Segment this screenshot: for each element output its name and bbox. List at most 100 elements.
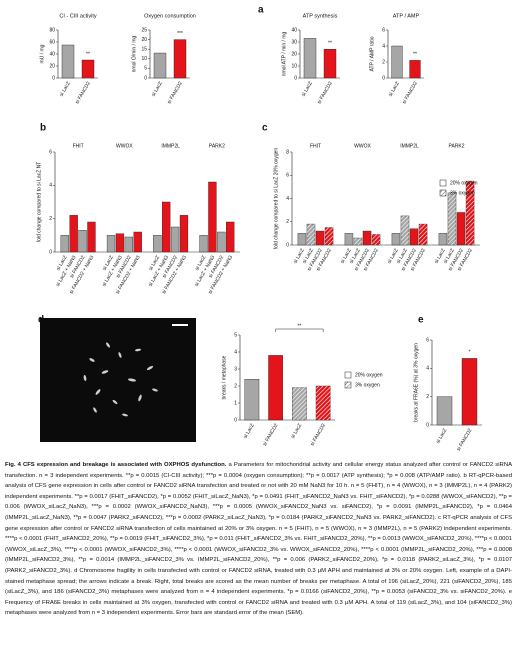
y-tick-label: 15 xyxy=(141,47,147,53)
y-tick-label: 60 xyxy=(49,39,55,45)
bar xyxy=(324,227,334,246)
group-label: PARK2 xyxy=(448,143,464,149)
bar xyxy=(153,52,167,79)
x-tick-label: si LacZ xyxy=(388,81,401,98)
y-tick-label: 0 xyxy=(294,75,297,81)
caption: Fig. 4 CFS expression and breakage is as… xyxy=(5,460,512,619)
y-tick-label: 4 xyxy=(49,183,52,189)
bar xyxy=(371,234,381,246)
significance: * xyxy=(469,350,471,356)
bar xyxy=(303,38,317,79)
y-tick-label: 0 xyxy=(144,75,147,81)
y-tick-label: 30 xyxy=(291,39,297,45)
y-tick-label: 4 xyxy=(382,43,385,49)
bar xyxy=(69,215,78,253)
bar xyxy=(179,215,189,253)
legend-swatch xyxy=(344,371,352,379)
y-tick-label: 0 xyxy=(234,417,237,423)
y-tick-label: 2 xyxy=(49,216,52,222)
x-tick-label: si FANCD2 xyxy=(316,80,334,105)
x-tick-label: si LacZ xyxy=(435,428,448,445)
bar xyxy=(400,215,410,246)
bar xyxy=(81,59,95,79)
panel-label: c xyxy=(262,123,268,134)
bar xyxy=(78,230,87,253)
group-label: WWOX xyxy=(116,143,133,149)
panel-label: a xyxy=(258,5,264,16)
chart-title: ATP / AMP xyxy=(393,13,420,19)
bar xyxy=(153,235,162,253)
y-tick-label: 4 xyxy=(234,349,237,355)
bar xyxy=(208,181,217,253)
bar xyxy=(162,201,171,253)
x-tick-label: si LacZ xyxy=(242,423,255,440)
x-tick-label: si FANCD2 xyxy=(262,422,280,447)
bar xyxy=(244,379,260,421)
bar xyxy=(306,223,316,246)
chart-title: ATP synthesis xyxy=(303,13,338,19)
y-tick-label: 2 xyxy=(286,219,289,225)
group-label: IMMP2L xyxy=(161,143,180,149)
bar xyxy=(391,45,403,79)
significance: ** xyxy=(86,51,90,57)
y-tick-label: 3 xyxy=(234,366,237,372)
y-tick-label: 2 xyxy=(426,394,429,400)
bar xyxy=(323,49,337,79)
y-axis-label: nmol O/min / mg xyxy=(131,35,137,72)
significance: ** xyxy=(297,323,301,329)
x-tick-label: si FANCD2 xyxy=(401,80,419,105)
y-tick-label: 10 xyxy=(291,63,297,69)
significance: ** xyxy=(413,52,417,58)
y-axis-label: breaks at FRA6E (%) at 3% oxygen xyxy=(413,343,419,422)
y-tick-label: 4 xyxy=(286,196,289,202)
bar xyxy=(391,233,401,246)
group-label: FHIT xyxy=(310,143,321,149)
y-tick-label: 1 xyxy=(234,400,237,406)
bar xyxy=(409,60,421,79)
y-tick-label: 2 xyxy=(382,59,385,65)
y-tick-label: 25 xyxy=(141,27,147,33)
legend-swatch xyxy=(439,189,447,197)
y-tick-label: 6 xyxy=(49,149,52,155)
y-tick-label: 4 xyxy=(426,366,429,372)
y-tick-label: 0 xyxy=(382,75,385,81)
panel-label: e xyxy=(418,315,424,326)
x-tick-label: si LacZ xyxy=(151,81,164,98)
bar xyxy=(456,212,466,246)
caption-text: a Parameters for mitochondrial activity … xyxy=(5,462,512,617)
significance: *** xyxy=(177,31,183,37)
bar xyxy=(353,237,363,246)
bar xyxy=(436,396,453,426)
x-tick-label: si FANCD2 xyxy=(74,80,92,105)
bar xyxy=(226,221,235,253)
y-axis-label: ATP / AMP ratio xyxy=(369,36,375,71)
bar xyxy=(447,192,457,246)
y-axis-label: breaks / metaphase xyxy=(221,355,227,399)
y-tick-label: 8 xyxy=(286,149,289,155)
group-label: WWOX xyxy=(354,143,371,149)
bar xyxy=(133,231,142,253)
bar xyxy=(461,358,478,426)
bar xyxy=(292,387,307,421)
y-axis-label: mU / mg xyxy=(39,44,45,63)
y-axis-label: fold change compared to si LacZ 20% oxyg… xyxy=(273,148,279,250)
bar xyxy=(409,228,419,246)
y-tick-label: 6 xyxy=(286,173,289,179)
legend-label: 3% oxygen xyxy=(450,190,475,196)
bar xyxy=(106,235,116,253)
y-tick-label: 20 xyxy=(49,63,55,69)
bar xyxy=(362,230,372,246)
y-axis-label: nmol ATP / min / mg xyxy=(281,32,287,77)
y-tick-label: 40 xyxy=(291,27,297,33)
bar xyxy=(217,231,226,253)
y-axis-label: fold change compared to si LacZ NT xyxy=(36,162,42,243)
x-tick-label: si LacZ xyxy=(301,81,314,98)
y-tick-label: 5 xyxy=(144,66,147,72)
bar xyxy=(124,236,133,253)
bar xyxy=(344,233,354,246)
bar xyxy=(173,39,187,79)
group-label: PARK2 xyxy=(209,143,225,149)
y-tick-label: 10 xyxy=(141,56,147,62)
